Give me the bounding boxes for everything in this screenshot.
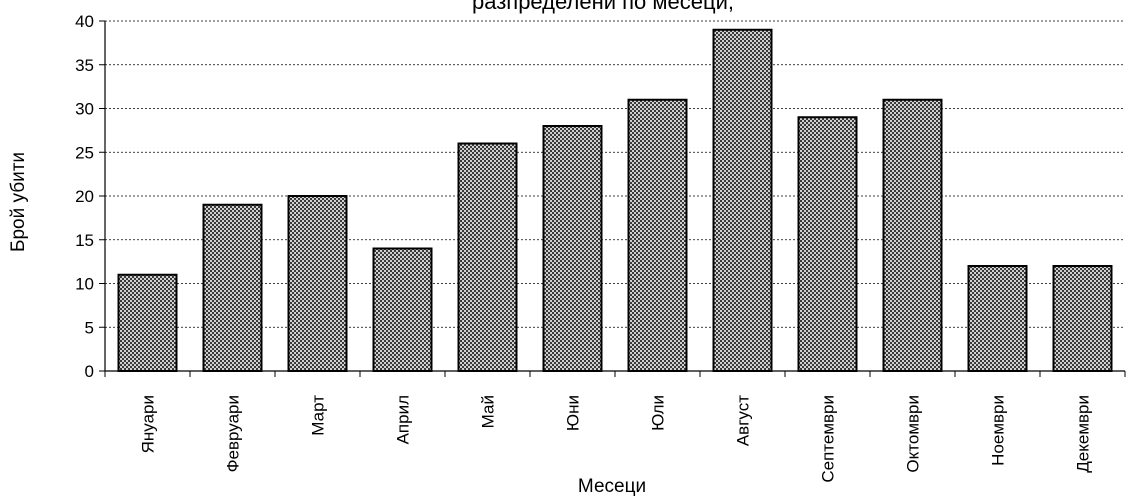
bar-1: [117, 273, 178, 372]
bar-12: [1052, 265, 1113, 372]
bar-2: [202, 203, 263, 372]
bar-3: [287, 195, 348, 372]
y-tick-label: 5: [85, 318, 94, 337]
y-tick-label: 10: [75, 275, 94, 294]
x-tick-label: Март: [309, 395, 328, 436]
bar-9: [797, 116, 858, 372]
x-tick-label: Ноември: [989, 395, 1008, 466]
bar-8: [712, 28, 773, 372]
x-tick-label: Август: [734, 395, 753, 446]
bar-11: [967, 265, 1028, 372]
y-tick-label: 30: [75, 100, 94, 119]
chart-title: разпределени по месеци;: [472, 0, 734, 14]
axes: [99, 20, 1126, 377]
x-tick-label: Декември: [1074, 395, 1093, 473]
y-tick-label: 40: [75, 12, 94, 31]
bar-10: [882, 98, 943, 372]
bar-5: [457, 142, 518, 372]
gridlines: [105, 20, 1125, 328]
y-tick-label: 25: [75, 143, 94, 162]
x-tick-label: Октомври: [904, 395, 923, 473]
bars: [117, 28, 1113, 372]
x-tick-label: Май: [479, 395, 498, 428]
x-tick-label: Септември: [819, 395, 838, 483]
y-tick-label: 0: [85, 362, 94, 381]
x-tick-labels: Януари Февруари Март Април Май Юни Юли Август Се…: [139, 395, 1093, 483]
y-axis-title: Брой убити: [8, 152, 29, 252]
bar-4: [372, 247, 433, 372]
y-tick-labels: 0 5 10 15 20 25 30 35 40: [75, 12, 94, 381]
y-tick-label: 15: [75, 231, 94, 250]
y-tick-label: 35: [75, 56, 94, 75]
bar-6: [542, 125, 603, 372]
x-axis-title: Месеци: [578, 476, 646, 497]
x-tick-label: Февруари: [224, 395, 243, 472]
x-tick-label: Януари: [139, 395, 158, 453]
x-tick-label: Юни: [564, 395, 583, 431]
y-tick-label: 20: [75, 187, 94, 206]
x-tick-label: Юли: [649, 395, 668, 431]
bar-7: [627, 98, 688, 372]
x-tick-label: Април: [394, 395, 413, 444]
